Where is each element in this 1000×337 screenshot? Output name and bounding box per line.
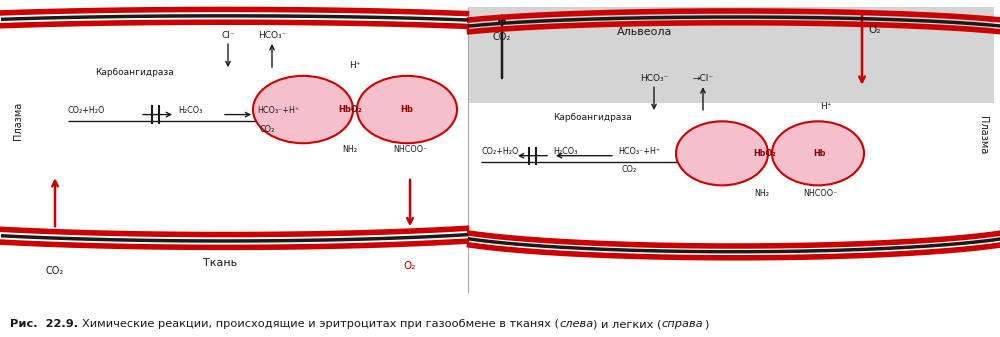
Text: Cl⁻: Cl⁻ xyxy=(221,31,235,40)
Text: CO₂: CO₂ xyxy=(493,32,511,42)
FancyBboxPatch shape xyxy=(469,7,994,103)
Ellipse shape xyxy=(676,121,768,185)
Text: HbO₂: HbO₂ xyxy=(754,149,776,158)
Text: Hb: Hb xyxy=(814,149,826,158)
Text: NHCOO⁻: NHCOO⁻ xyxy=(803,189,837,198)
Text: NH₂: NH₂ xyxy=(342,146,358,154)
Text: O₂: O₂ xyxy=(404,261,416,271)
Text: H₂CO₃: H₂CO₃ xyxy=(178,106,202,115)
Ellipse shape xyxy=(253,76,353,143)
Text: CO₂: CO₂ xyxy=(260,125,275,134)
Text: слева: слева xyxy=(559,319,593,329)
Text: HCO₃⁻+H⁺: HCO₃⁻+H⁺ xyxy=(257,106,299,115)
Text: →Cl⁻: →Cl⁻ xyxy=(692,74,714,83)
Text: Химические реакции, происходящие и эритроцитах при газообмене в тканях (: Химические реакции, происходящие и эритр… xyxy=(82,319,559,329)
Text: CO₂+H₂O: CO₂+H₂O xyxy=(68,106,105,115)
Text: H⁺: H⁺ xyxy=(349,61,361,70)
Text: CO₂+H₂O: CO₂+H₂O xyxy=(481,147,518,156)
Text: NHCOO⁻: NHCOO⁻ xyxy=(393,146,427,154)
Text: справа: справа xyxy=(662,319,704,329)
Text: NH₂: NH₂ xyxy=(755,189,770,198)
Text: Рис.  22.9.: Рис. 22.9. xyxy=(10,319,82,329)
Text: Плазма: Плазма xyxy=(13,102,23,141)
Text: ): ) xyxy=(704,319,708,329)
Text: Плазма: Плазма xyxy=(978,116,988,154)
Text: H⁺: H⁺ xyxy=(820,102,832,111)
Text: O₂: O₂ xyxy=(869,25,881,35)
Text: ) и легких (: ) и легких ( xyxy=(593,319,662,329)
Text: HCO₃⁻: HCO₃⁻ xyxy=(258,31,286,40)
Text: HCO₃⁻: HCO₃⁻ xyxy=(640,74,668,83)
Text: CO₂: CO₂ xyxy=(622,165,637,174)
Ellipse shape xyxy=(357,76,457,143)
Text: Карбоангидраза: Карбоангидраза xyxy=(96,68,174,77)
Text: H₂CO₃: H₂CO₃ xyxy=(553,147,577,156)
Text: Альвеола: Альвеола xyxy=(617,27,673,37)
Text: HbO₂: HbO₂ xyxy=(338,105,362,114)
Text: Ткань: Ткань xyxy=(203,258,237,268)
Text: HCO₃⁻+H⁺: HCO₃⁻+H⁺ xyxy=(618,147,660,156)
Text: Карбоангидраза: Карбоангидраза xyxy=(554,114,632,122)
Text: CO₂: CO₂ xyxy=(46,266,64,276)
Text: Hb: Hb xyxy=(401,105,413,114)
Ellipse shape xyxy=(772,121,864,185)
